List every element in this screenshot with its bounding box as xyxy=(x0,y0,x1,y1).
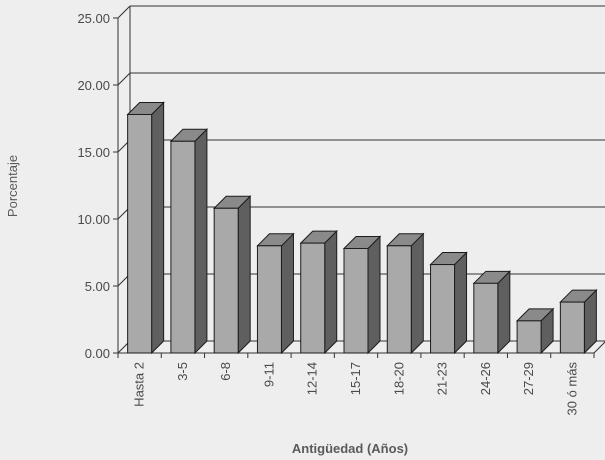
bar-side xyxy=(280,232,294,355)
bar-side xyxy=(367,235,381,355)
bar-side xyxy=(454,251,468,355)
bar-side xyxy=(410,232,424,355)
x-tick-label: 12-14 xyxy=(305,362,320,395)
bar xyxy=(126,101,165,355)
x-tick-label: 21-23 xyxy=(435,362,450,395)
y-tick-label: 25.00 xyxy=(77,11,110,26)
x-tick-label: 30 ó más xyxy=(564,362,579,416)
y-tick-label: 0.00 xyxy=(85,346,110,361)
bar-front xyxy=(516,320,542,354)
bar xyxy=(429,251,468,355)
x-tick-label: 27-29 xyxy=(521,362,536,395)
bar xyxy=(256,232,295,355)
bar xyxy=(386,232,425,355)
bar-front xyxy=(473,282,499,354)
y-tick-label: 10.00 xyxy=(77,212,110,227)
bar-front xyxy=(386,245,412,354)
bar-side xyxy=(151,101,165,355)
bar xyxy=(342,235,382,355)
bar-side xyxy=(194,128,208,355)
y-tick-label: 5.00 xyxy=(85,279,110,294)
bar-side xyxy=(324,229,338,355)
y-tick-label: 20.00 xyxy=(77,78,110,93)
x-tick-label: 15-17 xyxy=(348,362,363,395)
y-axis-title: Porcentaje xyxy=(5,155,20,217)
y-tick-label: 15.00 xyxy=(77,145,110,160)
bar xyxy=(472,270,512,355)
bar xyxy=(169,128,209,355)
bar xyxy=(299,229,338,355)
bar-front xyxy=(256,245,282,354)
gridlines xyxy=(117,5,605,354)
x-axis-title: Antigüedad (Años) xyxy=(292,441,408,456)
x-tick-label: 24-26 xyxy=(478,362,493,395)
bars xyxy=(126,101,598,355)
bar-front xyxy=(213,207,239,354)
gridline-depth xyxy=(117,72,131,86)
bar-front xyxy=(343,247,369,354)
bar-front xyxy=(559,301,585,354)
bar-side xyxy=(497,270,511,355)
bar xyxy=(212,195,252,355)
bar-front xyxy=(430,264,456,354)
bar xyxy=(559,288,598,355)
bar-front xyxy=(300,242,326,354)
x-tick-label: Hasta 2 xyxy=(132,362,147,407)
x-tick-labels: Hasta 2 3-5 6-8 9-11 12-14 15-17 18-20 21-23 24-… xyxy=(132,362,580,416)
y-tick-labels: 0.00 5.00 10.00 15.00 20.00 25.00 xyxy=(77,11,110,361)
bar-front xyxy=(127,113,153,354)
floor-right-edge xyxy=(593,341,605,354)
bar xyxy=(515,307,555,355)
bar-side xyxy=(237,195,251,355)
bar-front xyxy=(170,140,196,354)
x-tick-label: 6-8 xyxy=(218,362,233,381)
x-tick-label: 9-11 xyxy=(261,362,276,387)
x-tick-label: 3-5 xyxy=(175,362,190,381)
gridline-depth xyxy=(117,5,131,19)
x-tick-label: 18-20 xyxy=(391,362,406,395)
